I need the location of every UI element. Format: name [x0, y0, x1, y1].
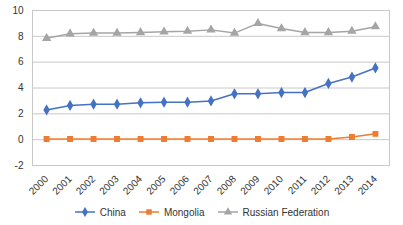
- svg-text:2003: 2003: [97, 173, 121, 197]
- svg-text:2001: 2001: [50, 173, 74, 197]
- svg-text:2014: 2014: [356, 173, 380, 197]
- svg-text:2011: 2011: [286, 173, 309, 196]
- svg-text:2002: 2002: [74, 173, 98, 197]
- svg-text:10: 10: [12, 5, 24, 16]
- svg-text:8: 8: [18, 31, 24, 42]
- svg-text:2009: 2009: [238, 173, 262, 197]
- svg-text:2005: 2005: [144, 173, 168, 197]
- svg-text:2012: 2012: [309, 173, 333, 197]
- svg-text:2007: 2007: [191, 173, 215, 197]
- svg-text:6: 6: [18, 56, 24, 67]
- svg-text:2: 2: [18, 108, 24, 119]
- svg-text:2008: 2008: [215, 173, 239, 197]
- svg-text:2000: 2000: [27, 173, 51, 197]
- svg-text:2006: 2006: [168, 173, 192, 197]
- svg-text:2004: 2004: [121, 173, 145, 197]
- svg-text:4: 4: [18, 82, 24, 93]
- svg-text:2013: 2013: [332, 173, 356, 197]
- html-text:China: China: [99, 206, 126, 218]
- svg-text:0: 0: [18, 134, 24, 145]
- svg-text:2010: 2010: [262, 173, 286, 197]
- svg-text:-2: -2: [15, 160, 24, 171]
- html-text:Russian Federation: Russian Federation: [242, 206, 330, 218]
- html-text:Mongolia: Mongolia: [163, 206, 205, 218]
